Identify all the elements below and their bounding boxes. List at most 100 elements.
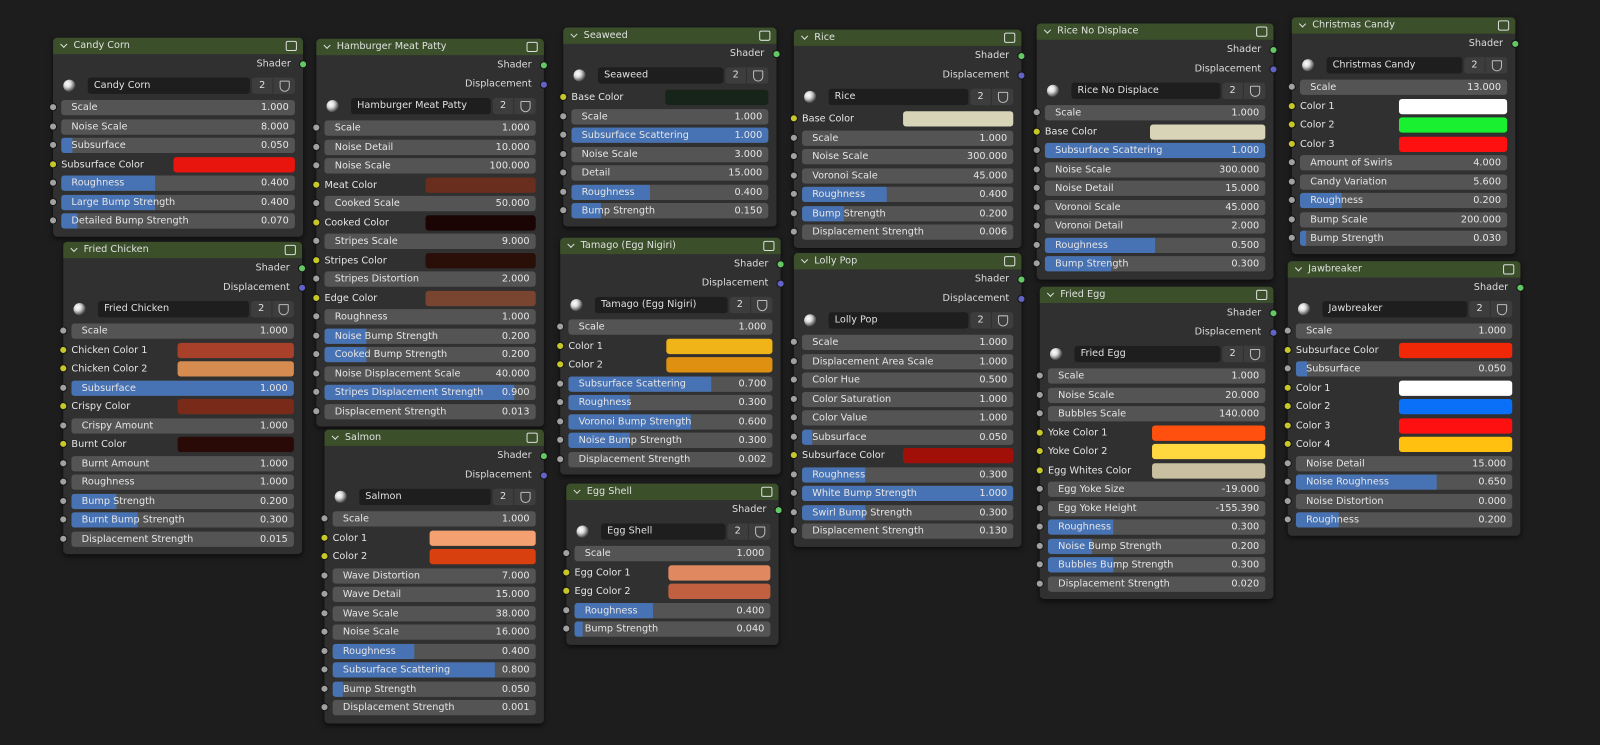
- fake-user-button[interactable]: [751, 296, 773, 314]
- input-socket[interactable]: [1283, 345, 1292, 354]
- input-socket[interactable]: [1287, 82, 1296, 92]
- output-socket[interactable]: [297, 283, 307, 292]
- user-count[interactable]: 2: [729, 296, 750, 314]
- factor-slider[interactable]: Roughness 0.300: [802, 466, 1014, 483]
- number-field[interactable]: Color Value 1.000: [802, 410, 1014, 426]
- number-field[interactable]: Noise Scale 8.000: [61, 118, 295, 135]
- output-socket[interactable]: [1017, 274, 1026, 284]
- color-swatch[interactable]: [1399, 380, 1513, 396]
- factor-slider[interactable]: Bump Strength 0.050: [332, 681, 536, 697]
- shader-node[interactable]: Jawbreaker Shader Jawbreaker 2 Scale 1.000 Sub…: [1283, 261, 1525, 536]
- color-swatch[interactable]: [903, 447, 1014, 464]
- output-socket[interactable]: [1516, 283, 1525, 292]
- input-socket[interactable]: [1283, 383, 1292, 392]
- input-socket[interactable]: [1287, 215, 1296, 224]
- color-swatch[interactable]: [1399, 117, 1508, 133]
- input-socket[interactable]: [789, 413, 798, 422]
- material-name[interactable]: Rice No Displace: [1071, 82, 1221, 99]
- input-socket[interactable]: [556, 341, 565, 350]
- number-field[interactable]: Roughness 1.000: [324, 309, 536, 325]
- input-socket[interactable]: [320, 627, 329, 636]
- input-socket[interactable]: [789, 432, 798, 441]
- shader-node[interactable]: Lolly Pop Shader Displacement Lolly Pop 2 Sca…: [789, 253, 1026, 547]
- number-field[interactable]: Scale 1.000: [61, 99, 295, 116]
- factor-slider[interactable]: Burnt Bump Strength 0.300: [71, 512, 294, 528]
- output-socket[interactable]: [772, 49, 781, 58]
- factor-slider[interactable]: Roughness 0.400: [332, 643, 536, 659]
- input-socket[interactable]: [789, 338, 798, 347]
- output-socket[interactable]: [1269, 328, 1278, 337]
- number-field[interactable]: Noise Scale 300.000: [802, 148, 1014, 165]
- color-swatch[interactable]: [1151, 462, 1266, 479]
- color-swatch[interactable]: [1399, 398, 1513, 415]
- input-socket[interactable]: [789, 507, 798, 517]
- input-socket[interactable]: [320, 684, 329, 693]
- material-icon[interactable]: [1049, 347, 1063, 361]
- material-name[interactable]: Rice: [828, 88, 969, 106]
- number-field[interactable]: Scale 1.000: [574, 545, 771, 562]
- collapse-chevron[interactable]: [331, 432, 339, 440]
- number-field[interactable]: Egg Yoke Size -19.000: [1047, 481, 1266, 497]
- input-socket[interactable]: [48, 197, 58, 206]
- input-socket[interactable]: [320, 703, 329, 712]
- factor-slider[interactable]: Subsurface Scattering 0.800: [332, 662, 536, 678]
- number-field[interactable]: Voronoi Scale 45.000: [1044, 199, 1266, 215]
- input-socket[interactable]: [312, 388, 321, 397]
- node-header[interactable]: Hamburger Meat Patty: [316, 38, 544, 56]
- color-swatch[interactable]: [1399, 436, 1513, 453]
- material-name[interactable]: Christmas Candy: [1326, 57, 1463, 74]
- collapse-chevron[interactable]: [1043, 26, 1052, 34]
- material-icon[interactable]: [73, 303, 86, 316]
- input-socket[interactable]: [559, 206, 568, 215]
- material-icon[interactable]: [573, 69, 586, 82]
- factor-slider[interactable]: Bump Strength 0.300: [1044, 256, 1266, 272]
- number-field[interactable]: Displacement Strength 0.006: [802, 224, 1014, 240]
- node-header[interactable]: Fried Chicken: [63, 241, 303, 259]
- user-count[interactable]: 2: [725, 67, 746, 84]
- factor-slider[interactable]: Roughness 0.200: [1295, 512, 1513, 528]
- collapse-chevron[interactable]: [1294, 264, 1303, 272]
- output-socket[interactable]: [1269, 308, 1278, 317]
- number-field[interactable]: Voronoi Scale 45.000: [802, 167, 1014, 184]
- input-socket[interactable]: [1283, 458, 1292, 468]
- input-socket[interactable]: [312, 369, 321, 378]
- input-socket[interactable]: [1035, 428, 1044, 437]
- material-name[interactable]: Tamago (Egg Nigiri): [594, 296, 728, 314]
- material-name[interactable]: Candy Corn: [87, 77, 250, 94]
- collapse-chevron[interactable]: [60, 40, 68, 48]
- number-field[interactable]: Noise Scale 100.000: [324, 158, 536, 174]
- factor-slider[interactable]: Stripes Displacement Strength 0.900: [324, 384, 536, 400]
- collapse-chevron[interactable]: [70, 244, 78, 253]
- collapse-chevron[interactable]: [1046, 289, 1055, 297]
- factor-slider[interactable]: Bump Strength 0.030: [1299, 230, 1508, 246]
- input-socket[interactable]: [312, 123, 321, 132]
- number-field[interactable]: Cooked Scale 50.000: [324, 195, 536, 212]
- factor-slider[interactable]: White Bump Strength 1.000: [802, 485, 1014, 502]
- shader-node[interactable]: Fried Egg Shader Displacement Fried Egg 2 Sca…: [1035, 286, 1278, 599]
- color-swatch[interactable]: [425, 214, 536, 231]
- number-field[interactable]: Noise Scale 20.000: [1047, 387, 1266, 403]
- user-count[interactable]: 2: [492, 488, 514, 506]
- number-field[interactable]: Scale 1.000: [71, 323, 294, 339]
- output-socket[interactable]: [1017, 294, 1026, 303]
- number-field[interactable]: Noise Displacement Scale 40.000: [324, 365, 536, 382]
- number-field[interactable]: Scale 1.000: [802, 334, 1014, 350]
- input-socket[interactable]: [562, 568, 571, 577]
- input-socket[interactable]: [789, 114, 798, 123]
- fake-user-button[interactable]: [1490, 301, 1513, 318]
- color-swatch[interactable]: [665, 357, 773, 373]
- input-socket[interactable]: [48, 216, 58, 225]
- input-socket[interactable]: [1287, 139, 1296, 148]
- output-socket[interactable]: [539, 80, 548, 89]
- material-icon[interactable]: [326, 99, 339, 113]
- input-socket[interactable]: [1035, 409, 1044, 418]
- input-socket[interactable]: [789, 356, 798, 366]
- number-field[interactable]: Scale 13.000: [1299, 79, 1508, 95]
- node-header[interactable]: Candy Corn: [53, 37, 304, 55]
- collapse-chevron[interactable]: [800, 256, 809, 264]
- input-socket[interactable]: [320, 608, 329, 618]
- input-socket[interactable]: [1035, 503, 1044, 512]
- input-socket[interactable]: [48, 103, 58, 112]
- output-socket[interactable]: [1269, 64, 1278, 73]
- color-swatch[interactable]: [1150, 123, 1266, 140]
